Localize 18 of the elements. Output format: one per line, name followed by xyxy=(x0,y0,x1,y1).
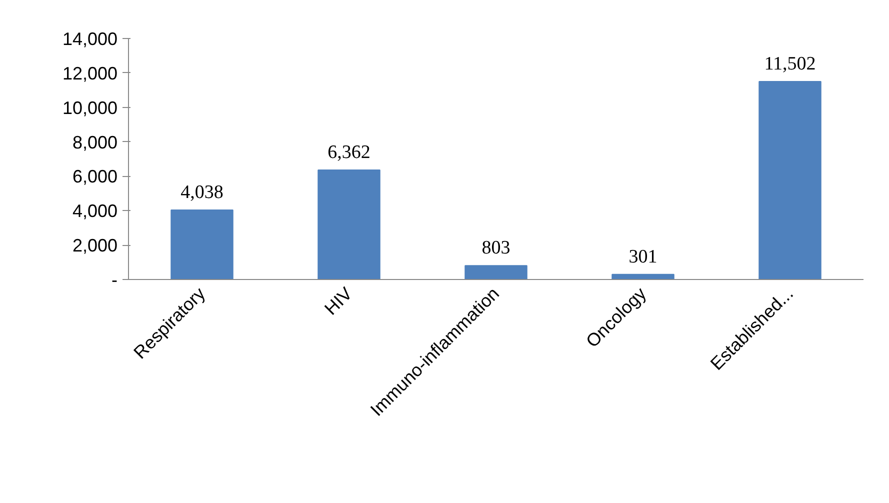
data-label: 301 xyxy=(628,246,658,268)
x-tick-label: HIV xyxy=(320,283,356,319)
data-label: 803 xyxy=(482,238,510,259)
y-tick-label: - xyxy=(112,270,118,290)
y-tick-label: 2,000 xyxy=(72,236,118,256)
bar xyxy=(170,209,234,280)
y-tick-label: 8,000 xyxy=(72,132,118,152)
bar xyxy=(464,265,528,280)
y-tick-label: 6,000 xyxy=(72,166,118,187)
bar xyxy=(758,81,822,280)
data-label: 4,038 xyxy=(180,182,224,203)
y-tick-label: 4,000 xyxy=(72,201,118,222)
y-tick-label: 10,000 xyxy=(62,98,118,118)
y-tick-label: 12,000 xyxy=(62,63,118,84)
data-label: 6,362 xyxy=(328,142,370,163)
data-label: 11,502 xyxy=(764,54,816,74)
bar xyxy=(318,169,380,280)
y-tick-label: 14,000 xyxy=(62,29,118,49)
